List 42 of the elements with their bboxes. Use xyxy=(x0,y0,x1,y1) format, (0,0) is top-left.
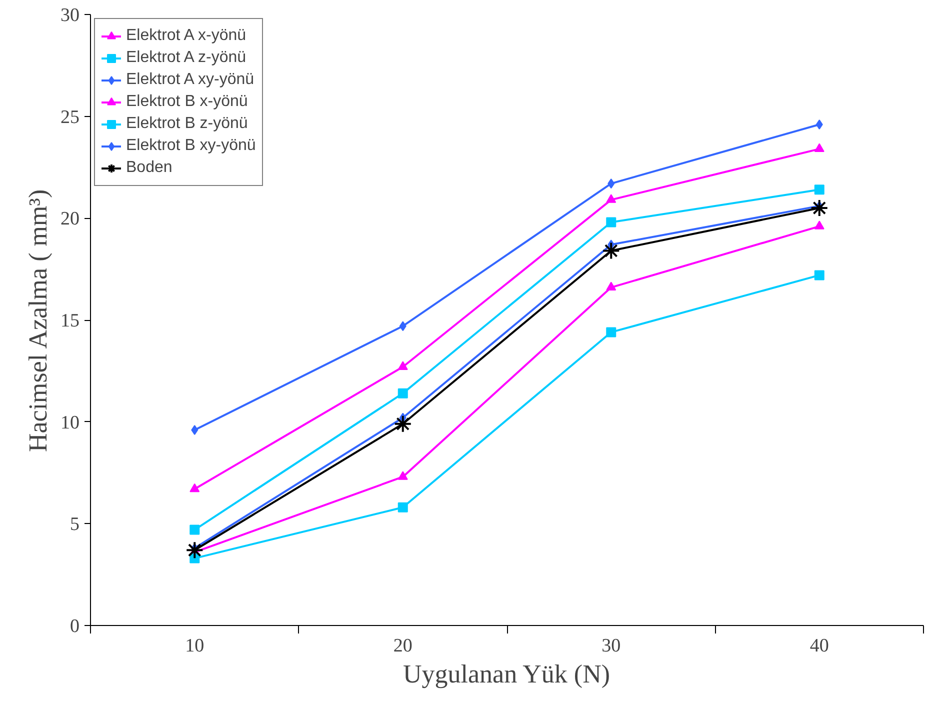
y-tick-label: 30 xyxy=(60,5,80,26)
y-axis-title: Hacimsel Azalma ( mm³) xyxy=(24,189,52,452)
point xyxy=(810,198,828,217)
point xyxy=(814,220,824,230)
legend-label: Elektrot A x-yönü xyxy=(126,26,246,46)
y-tick-label: 20 xyxy=(60,208,80,230)
x-tick-label: 20 xyxy=(393,636,412,656)
y-tick-label: 0 xyxy=(70,616,80,637)
x-tick-label: 40 xyxy=(810,636,829,656)
legend-label: Elektrot A z-yönü xyxy=(126,48,246,68)
point xyxy=(190,524,200,535)
x-axis-title: Uygulanan Yük (N) xyxy=(403,660,610,688)
point xyxy=(606,327,616,338)
x-tick-label: 30 xyxy=(602,636,621,656)
point xyxy=(602,242,620,260)
legend-label: Elektrot A xy-yönü xyxy=(126,70,254,90)
point xyxy=(394,414,412,433)
point xyxy=(816,119,823,130)
y-tick-label: 10 xyxy=(60,412,80,434)
point xyxy=(814,184,824,195)
legend-label: Elektrot B z-yönü xyxy=(126,114,248,134)
point xyxy=(398,388,408,398)
point xyxy=(190,483,200,492)
y-tick-label: 15 xyxy=(60,310,80,332)
legend-label: Boden xyxy=(126,158,172,178)
point xyxy=(398,361,408,370)
legend-label: Elektrot B x-yönü xyxy=(126,92,248,112)
x-tick-label: 10 xyxy=(185,636,204,656)
y-tick-label: 5 xyxy=(70,514,80,536)
point xyxy=(608,178,615,189)
legend-label: Elektrot B xy-yönü xyxy=(126,136,256,156)
point xyxy=(814,270,824,280)
point xyxy=(186,541,204,560)
point xyxy=(606,217,616,228)
point xyxy=(399,321,406,332)
point xyxy=(398,471,408,480)
point xyxy=(398,502,408,512)
point xyxy=(606,194,616,203)
y-tick-label: 25 xyxy=(60,106,80,128)
point xyxy=(814,143,824,152)
point xyxy=(191,424,198,435)
point xyxy=(606,282,616,291)
